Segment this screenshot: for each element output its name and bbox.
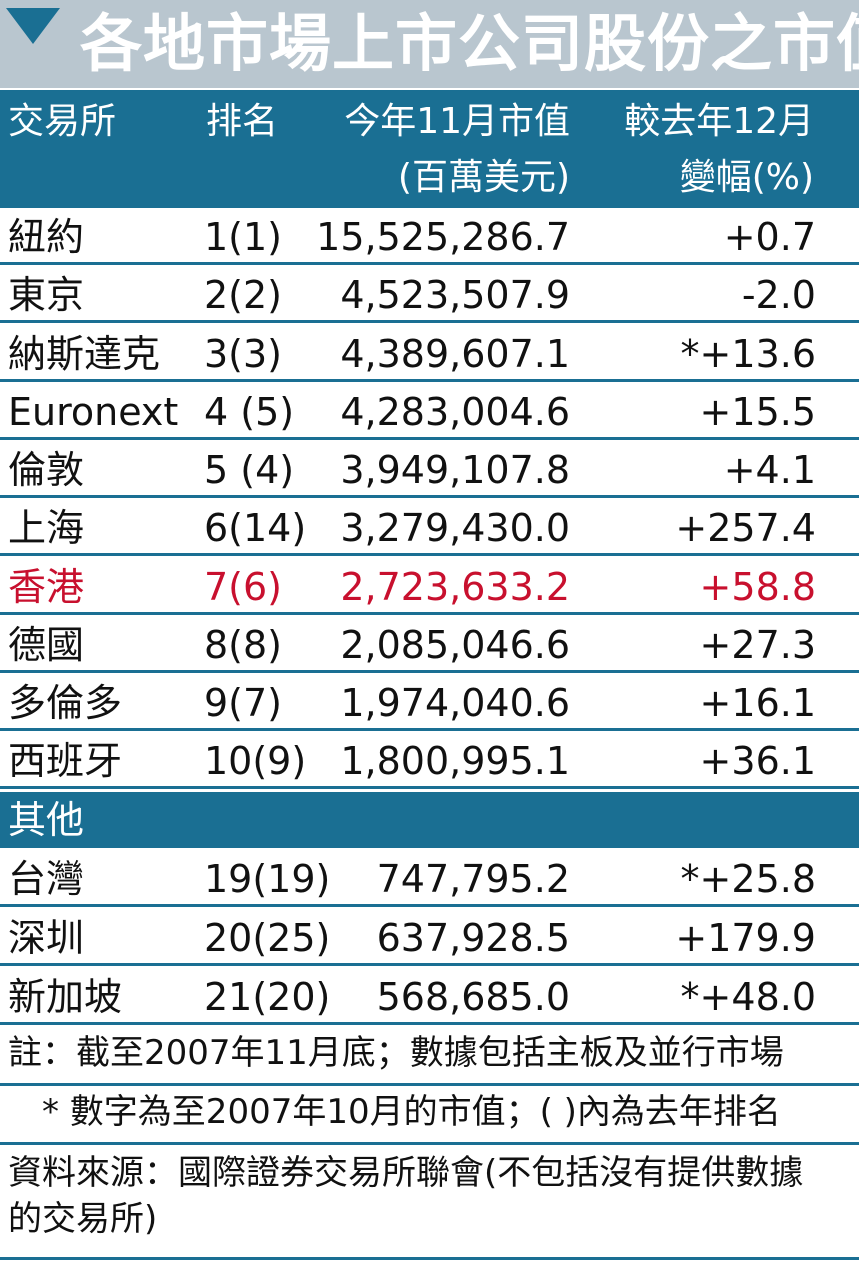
cell-exchange: 台灣 xyxy=(8,857,85,901)
table-row: 紐約 1(1) 15,525,286.7 +0.7 xyxy=(0,210,859,265)
cell-exchange: 倫敦 xyxy=(8,448,85,492)
cell-exchange: 上海 xyxy=(8,506,85,550)
cell-change: +0.7 xyxy=(723,215,816,259)
cell-market-value: 1,974,040.6 xyxy=(340,681,570,725)
section-label: 其他 xyxy=(8,798,85,842)
cell-rank: 21(20) xyxy=(204,975,331,1019)
cell-exchange: 東京 xyxy=(8,273,85,317)
cell-rank: 5 (4) xyxy=(204,448,295,492)
cell-exchange: Euronext xyxy=(8,390,179,434)
table-row-highlighted: 香港 7(6) 2,723,633.2 +58.8 xyxy=(0,560,859,615)
table-row: 新加坡 21(20) 568,685.0 *+48.0 xyxy=(0,970,859,1025)
cell-change: *+48.0 xyxy=(680,975,816,1019)
cell-change: *+25.8 xyxy=(680,857,816,901)
cell-market-value: 568,685.0 xyxy=(376,975,570,1019)
table-row: 德國 8(8) 2,085,046.6 +27.3 xyxy=(0,618,859,673)
title-bar: 各地市場上市公司股份之市值 xyxy=(0,0,859,88)
table-row: 多倫多 9(7) 1,974,040.6 +16.1 xyxy=(0,676,859,731)
cell-rank: 20(25) xyxy=(204,916,331,960)
cell-rank: 6(14) xyxy=(204,506,307,550)
cell-change: *+13.6 xyxy=(680,332,816,376)
cell-rank: 1(1) xyxy=(204,215,283,259)
cell-change: +36.1 xyxy=(699,739,816,783)
header-market-value: 今年11月市值 xyxy=(344,101,570,142)
cell-exchange: 新加坡 xyxy=(8,975,123,1019)
header-market-value-unit: (百萬美元) xyxy=(397,157,570,198)
section-header-others: 其他 xyxy=(0,792,859,848)
table-row: 納斯達克 3(3) 4,389,607.1 *+13.6 xyxy=(0,327,859,382)
cell-market-value: 4,523,507.9 xyxy=(340,273,570,317)
cell-rank: 9(7) xyxy=(204,681,283,725)
header-change: 較去年12月 xyxy=(624,101,814,142)
cell-exchange: 西班牙 xyxy=(8,739,123,783)
source-line-2: 的交易所) xyxy=(8,1199,158,1239)
cell-change: +4.1 xyxy=(723,448,816,492)
header-change-unit: 變幅(%) xyxy=(679,157,814,198)
cell-market-value: 15,525,286.7 xyxy=(316,215,570,259)
cell-market-value: 4,283,004.6 xyxy=(340,390,570,434)
source-note: 資料來源：國際證券交易所聯會(不包括沒有提供數據 的交易所) xyxy=(0,1150,859,1260)
cell-market-value: 747,795.2 xyxy=(376,857,570,901)
footnote-date: 註：截至2007年11月底；數據包括主板及並行市場 xyxy=(0,1030,859,1086)
cell-market-value: 1,800,995.1 xyxy=(340,739,570,783)
cell-exchange: 德國 xyxy=(8,623,85,667)
cell-change: +58.8 xyxy=(699,565,816,609)
cell-rank: 19(19) xyxy=(204,857,331,901)
cell-market-value: 3,279,430.0 xyxy=(340,506,570,550)
cell-rank: 3(3) xyxy=(204,332,283,376)
column-header: 交易所 排名 今年11月市值 (百萬美元) 較去年12月 變幅(%) xyxy=(0,90,859,208)
table-row: 上海 6(14) 3,279,430.0 +257.4 xyxy=(0,501,859,556)
cell-exchange: 納斯達克 xyxy=(8,332,161,376)
table-row: 東京 2(2) 4,523,507.9 -2.0 xyxy=(0,268,859,323)
cell-exchange: 紐約 xyxy=(8,215,85,259)
footnote-asterisk: * 數字為至2007年10月的市值；( )內為去年排名 xyxy=(0,1089,859,1145)
cell-rank: 8(8) xyxy=(204,623,283,667)
cell-market-value: 637,928.5 xyxy=(376,916,570,960)
cell-change: +179.9 xyxy=(675,916,816,960)
cell-change: +27.3 xyxy=(699,623,816,667)
cell-market-value: 2,723,633.2 xyxy=(340,565,570,609)
cell-rank: 4 (5) xyxy=(204,390,295,434)
cell-market-value: 2,085,046.6 xyxy=(340,623,570,667)
cell-market-value: 3,949,107.8 xyxy=(340,448,570,492)
cell-change: +257.4 xyxy=(675,506,816,550)
table-row: 西班牙 10(9) 1,800,995.1 +36.1 xyxy=(0,734,859,789)
cell-market-value: 4,389,607.1 xyxy=(340,332,570,376)
cell-change: +16.1 xyxy=(699,681,816,725)
cell-exchange: 香港 xyxy=(8,565,85,609)
source-line-1: 資料來源：國際證券交易所聯會(不包括沒有提供數據 xyxy=(8,1153,804,1193)
cell-exchange: 深圳 xyxy=(8,916,85,960)
table-row: 倫敦 5 (4) 3,949,107.8 +4.1 xyxy=(0,443,859,498)
table-row: 台灣 19(19) 747,795.2 *+25.8 xyxy=(0,852,859,907)
cell-exchange: 多倫多 xyxy=(8,681,123,725)
triangle-down-icon xyxy=(6,8,60,44)
table-row: 深圳 20(25) 637,928.5 +179.9 xyxy=(0,911,859,966)
header-rank: 排名 xyxy=(206,101,279,142)
cell-rank: 10(9) xyxy=(204,739,307,783)
table-row: Euronext 4 (5) 4,283,004.6 +15.5 xyxy=(0,385,859,440)
cell-rank: 7(6) xyxy=(204,565,283,609)
page-title: 各地市場上市公司股份之市值 xyxy=(80,7,859,80)
cell-change: +15.5 xyxy=(699,390,816,434)
cell-rank: 2(2) xyxy=(204,273,283,317)
cell-change: -2.0 xyxy=(741,273,816,317)
header-exchange: 交易所 xyxy=(8,101,117,142)
